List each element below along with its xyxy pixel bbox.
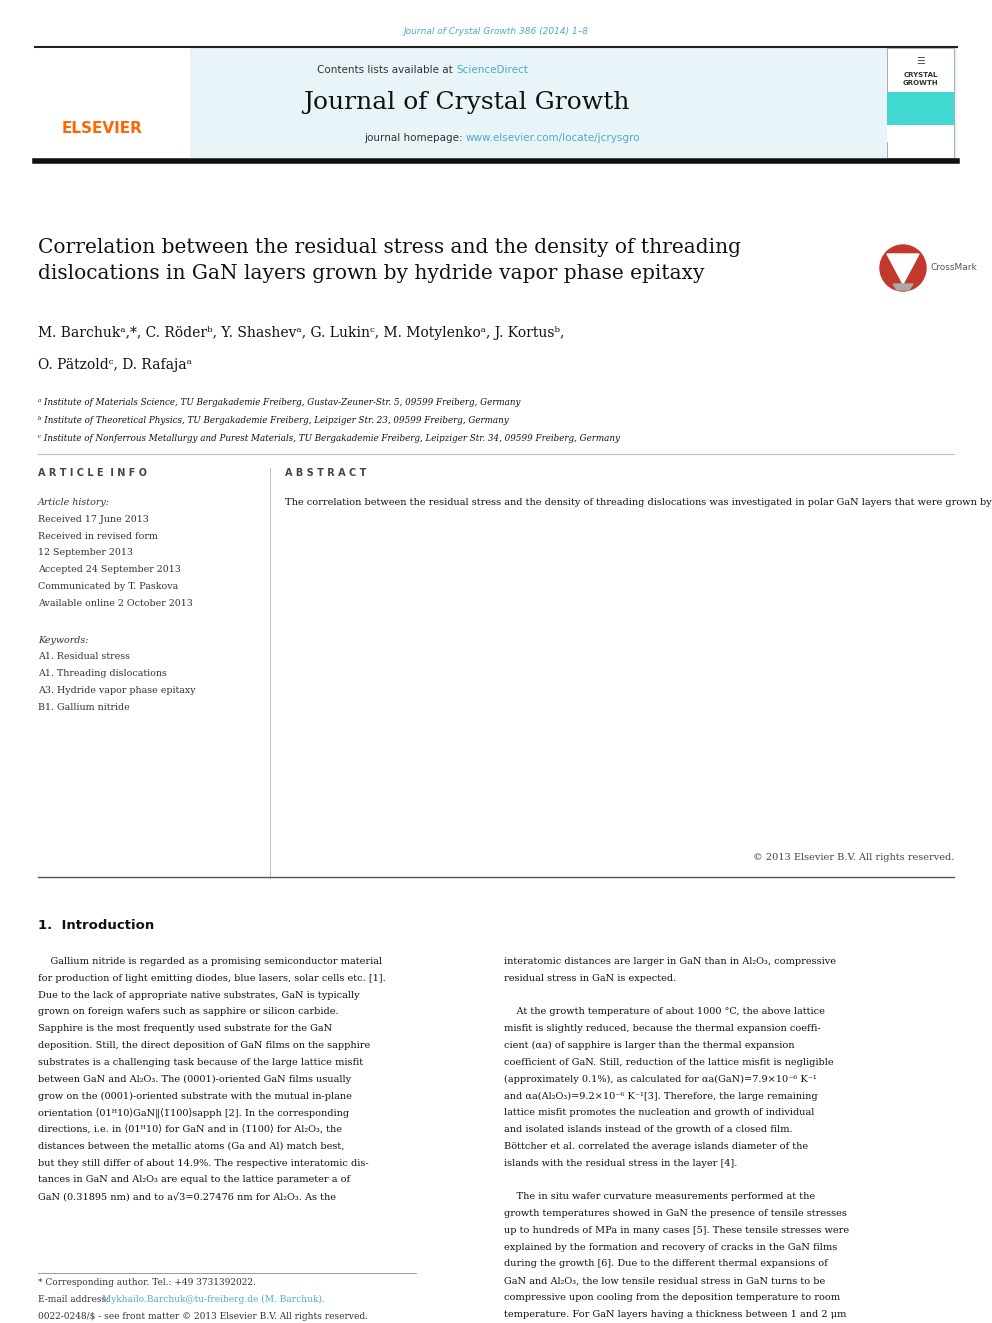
Text: © 2013 Elsevier B.V. All rights reserved.: © 2013 Elsevier B.V. All rights reserved… (753, 853, 954, 863)
Text: O. Pätzoldᶜ, D. Rafajaᵃ: O. Pätzoldᶜ, D. Rafajaᵃ (38, 359, 191, 372)
Text: Article history:: Article history: (38, 497, 110, 507)
Text: ᵇ Institute of Theoretical Physics, TU Bergakademie Freiberg, Leipziger Str. 23,: ᵇ Institute of Theoretical Physics, TU B… (38, 415, 509, 425)
Text: growth temperatures showed in GaN the presence of tensile stresses: growth temperatures showed in GaN the pr… (504, 1209, 847, 1218)
Text: E-mail address:: E-mail address: (38, 1295, 112, 1304)
Text: Gallium nitride is regarded as a promising semiconductor material: Gallium nitride is regarded as a promisi… (38, 957, 382, 966)
Text: Contents lists available at: Contents lists available at (317, 65, 456, 75)
Text: 12 September 2013: 12 September 2013 (38, 549, 133, 557)
Text: journal homepage:: journal homepage: (364, 134, 466, 143)
Text: tances in GaN and Al₂O₃ are equal to the lattice parameter a of: tances in GaN and Al₂O₃ are equal to the… (38, 1175, 350, 1184)
Text: grown on foreign wafers such as sapphire or silicon carbide.: grown on foreign wafers such as sapphire… (38, 1007, 338, 1016)
Text: Böttcher et al. correlated the average islands diameter of the: Böttcher et al. correlated the average i… (504, 1142, 808, 1151)
Text: Available online 2 October 2013: Available online 2 October 2013 (38, 599, 192, 607)
FancyBboxPatch shape (35, 48, 957, 157)
FancyBboxPatch shape (887, 93, 954, 124)
Text: At the growth temperature of about 1000 °C, the above lattice: At the growth temperature of about 1000 … (504, 1007, 825, 1016)
Text: CrossMark: CrossMark (930, 263, 977, 273)
Text: ᵃ Institute of Materials Science, TU Bergakademie Freiberg, Gustav-Zeuner-Str. 5: ᵃ Institute of Materials Science, TU Ber… (38, 398, 521, 407)
Text: residual stress in GaN is expected.: residual stress in GaN is expected. (504, 974, 677, 983)
Text: GaN (0.31895 nm) and to a√3=0.27476 nm for Al₂O₃. As the: GaN (0.31895 nm) and to a√3=0.27476 nm f… (38, 1192, 336, 1201)
Text: A B S T R A C T: A B S T R A C T (285, 468, 366, 478)
Text: and isolated islands instead of the growth of a closed film.: and isolated islands instead of the grow… (504, 1125, 793, 1134)
Text: directions, i.e. in ⟨01ᴴ10⟩ for GaN and in ⟨1̅100⟩ for Al₂O₃, the: directions, i.e. in ⟨01ᴴ10⟩ for GaN and … (38, 1125, 342, 1134)
Text: Received 17 June 2013: Received 17 June 2013 (38, 515, 149, 524)
Text: GaN and Al₂O₃, the low tensile residual stress in GaN turns to be: GaN and Al₂O₃, the low tensile residual … (504, 1277, 825, 1285)
Text: grow on the (0001)-oriented substrate with the mutual in-plane: grow on the (0001)-oriented substrate wi… (38, 1091, 352, 1101)
FancyBboxPatch shape (35, 48, 190, 157)
Text: CRYSTAL
GROWTH: CRYSTAL GROWTH (903, 71, 938, 86)
FancyBboxPatch shape (887, 48, 954, 157)
Text: during the growth [6]. Due to the different thermal expansions of: during the growth [6]. Due to the differ… (504, 1259, 827, 1269)
Text: 0022-0248/$ - see front matter © 2013 Elsevier B.V. All rights reserved.: 0022-0248/$ - see front matter © 2013 El… (38, 1312, 368, 1320)
Polygon shape (893, 284, 913, 290)
Text: Mykhailo.Barchuk@tu-freiberg.de (M. Barchuk).: Mykhailo.Barchuk@tu-freiberg.de (M. Barc… (102, 1295, 324, 1304)
Text: interatomic distances are larger in GaN than in Al₂O₃, compressive: interatomic distances are larger in GaN … (504, 957, 836, 966)
Text: for production of light emitting diodes, blue lasers, solar cells etc. [1].: for production of light emitting diodes,… (38, 974, 386, 983)
Text: islands with the residual stress in the layer [4].: islands with the residual stress in the … (504, 1159, 737, 1168)
Text: A1. Residual stress: A1. Residual stress (38, 652, 130, 662)
Text: M. Barchukᵃ,*, C. Röderᵇ, Y. Shashevᵃ, G. Lukinᶜ, M. Motylenkoᵃ, J. Kortusᵇ,: M. Barchukᵃ,*, C. Röderᵇ, Y. Shashevᵃ, G… (38, 325, 564, 340)
Text: cient (αa) of sapphire is larger than the thermal expansion: cient (αa) of sapphire is larger than th… (504, 1041, 795, 1050)
Text: compressive upon cooling from the deposition temperature to room: compressive upon cooling from the deposi… (504, 1293, 840, 1302)
Text: but they still differ of about 14.9%. The respective interatomic dis-: but they still differ of about 14.9%. Th… (38, 1159, 369, 1168)
Text: ScienceDirect: ScienceDirect (456, 65, 528, 75)
Text: Communicated by T. Paskova: Communicated by T. Paskova (38, 582, 179, 591)
Text: Journal of Crystal Growth 386 (2014) 1–8: Journal of Crystal Growth 386 (2014) 1–8 (404, 28, 588, 37)
Text: The correlation between the residual stress and the density of threading disloca: The correlation between the residual str… (285, 497, 992, 507)
Text: misfit is slightly reduced, because the thermal expansion coeffi-: misfit is slightly reduced, because the … (504, 1024, 820, 1033)
Text: ☰: ☰ (917, 56, 925, 66)
Text: coefficient of GaN. Still, reduction of the lattice misfit is negligible: coefficient of GaN. Still, reduction of … (504, 1058, 833, 1066)
Text: up to hundreds of MPa in many cases [5]. These tensile stresses were: up to hundreds of MPa in many cases [5].… (504, 1226, 849, 1234)
Text: * Corresponding author. Tel.: +49 3731392022.: * Corresponding author. Tel.: +49 373139… (38, 1278, 256, 1287)
Text: distances between the metallic atoms (Ga and Al) match best,: distances between the metallic atoms (Ga… (38, 1142, 344, 1151)
Text: Accepted 24 September 2013: Accepted 24 September 2013 (38, 565, 181, 574)
Text: A R T I C L E  I N F O: A R T I C L E I N F O (38, 468, 147, 478)
Text: (approximately 0.1%), as calculated for αa(GaN)=7.9×10⁻⁶ K⁻¹: (approximately 0.1%), as calculated for … (504, 1074, 816, 1084)
Text: 1.  Introduction: 1. Introduction (38, 919, 154, 931)
Text: and αa(Al₂O₃)=9.2×10⁻⁶ K⁻¹[3]. Therefore, the large remaining: and αa(Al₂O₃)=9.2×10⁻⁶ K⁻¹[3]. Therefore… (504, 1091, 817, 1101)
Text: temperature. For GaN layers having a thickness between 1 and 2 μm: temperature. For GaN layers having a thi… (504, 1310, 846, 1319)
Text: explained by the formation and recovery of cracks in the GaN films: explained by the formation and recovery … (504, 1242, 837, 1252)
Text: Received in revised form: Received in revised form (38, 532, 158, 541)
Text: deposition. Still, the direct deposition of GaN films on the sapphire: deposition. Still, the direct deposition… (38, 1041, 370, 1050)
Text: ELSEVIER: ELSEVIER (62, 120, 143, 136)
Text: substrates is a challenging task because of the large lattice misfit: substrates is a challenging task because… (38, 1058, 363, 1066)
FancyBboxPatch shape (887, 124, 954, 142)
Text: Due to the lack of appropriate native substrates, GaN is typically: Due to the lack of appropriate native su… (38, 991, 360, 1000)
Text: orientation ⟨01ᴴ10⟩GaN‖⟨1̅100⟩sapph [2]. In the corresponding: orientation ⟨01ᴴ10⟩GaN‖⟨1̅100⟩sapph [2].… (38, 1109, 349, 1119)
Text: Correlation between the residual stress and the density of threading
dislocation: Correlation between the residual stress … (38, 238, 741, 283)
Text: www.elsevier.com/locate/jcrysgro: www.elsevier.com/locate/jcrysgro (466, 134, 641, 143)
Text: between GaN and Al₂O₃. The (0001)-oriented GaN films usually: between GaN and Al₂O₃. The (0001)-orient… (38, 1074, 351, 1084)
Text: Sapphire is the most frequently used substrate for the GaN: Sapphire is the most frequently used sub… (38, 1024, 332, 1033)
Text: The in situ wafer curvature measurements performed at the: The in situ wafer curvature measurements… (504, 1192, 815, 1201)
Text: A1. Threading dislocations: A1. Threading dislocations (38, 669, 167, 679)
Text: A3. Hydride vapor phase epitaxy: A3. Hydride vapor phase epitaxy (38, 687, 195, 695)
Text: Keywords:: Keywords: (38, 635, 88, 644)
Polygon shape (887, 254, 919, 284)
Text: Journal of Crystal Growth: Journal of Crystal Growth (303, 90, 629, 114)
Text: lattice misfit promotes the nucleation and growth of individual: lattice misfit promotes the nucleation a… (504, 1109, 814, 1117)
Circle shape (880, 245, 926, 291)
Text: B1. Gallium nitride: B1. Gallium nitride (38, 703, 130, 712)
Text: ᶜ Institute of Nonferrous Metallurgy and Purest Materials, TU Bergakademie Freib: ᶜ Institute of Nonferrous Metallurgy and… (38, 434, 620, 443)
